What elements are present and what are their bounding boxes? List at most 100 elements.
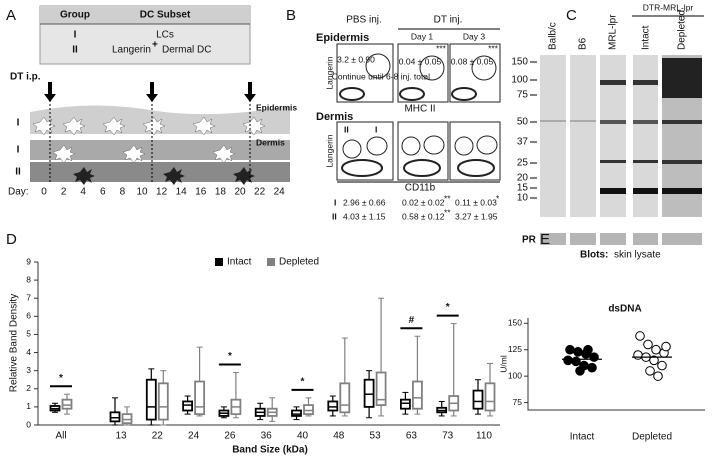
ladder-label: 25 [517, 158, 529, 169]
box [411, 380, 423, 410]
y-tick-label: 7 [26, 292, 31, 302]
group-label: DT inj. [434, 15, 463, 26]
y-tick-label: 125 [508, 344, 522, 354]
x-tick-label: 26 [224, 431, 236, 442]
day-tick: 16 [195, 187, 207, 198]
box [399, 398, 411, 410]
box [61, 398, 73, 410]
box [327, 400, 339, 412]
dot [653, 371, 663, 381]
ladder-label: 150 [511, 57, 528, 68]
table-cell: Langerin [112, 45, 151, 56]
y-tick-label: 100 [508, 370, 522, 380]
x-tick-label: 40 [297, 431, 309, 442]
x-tick-label: 48 [333, 431, 345, 442]
dot-chart: dsDNA U/ml 75 100 125 150 Intact Depleted [498, 304, 705, 443]
box [339, 382, 351, 414]
group-label: DTR-MRL-lpr [643, 2, 694, 12]
lane-label: Balb/c [548, 22, 559, 50]
ladder-label: 15 [517, 183, 529, 194]
day-tick: 14 [176, 187, 188, 198]
significance: ** [444, 193, 451, 203]
day-tick: 10 [136, 187, 148, 198]
ladder-label: 20 [517, 173, 529, 184]
panel-letter: B [286, 7, 296, 24]
axis-label: CD11b [405, 183, 436, 194]
dot [649, 355, 659, 366]
row-label: I [17, 118, 20, 129]
table-cell: LCs [156, 30, 174, 41]
day-tick: 12 [156, 187, 168, 198]
axis [37, 262, 500, 426]
stat-value: 0.02 ± 0.02 [402, 197, 445, 207]
group-label: PBS inj. [346, 15, 382, 26]
day-tick: 18 [215, 187, 227, 198]
box [363, 378, 375, 408]
significance-label: * [59, 373, 63, 384]
panel-letter: E [540, 231, 550, 248]
stat-value: 3.27 ± 1.95 [455, 211, 498, 221]
dot [563, 355, 573, 366]
axis-label: MHC II [404, 104, 435, 115]
day-tick: 24 [274, 187, 286, 198]
panel-a: A Group DC Subset I LCs II Langerin + De… [6, 5, 430, 198]
dot [633, 350, 643, 360]
legend-swatch [267, 258, 275, 266]
y-tick-label: 4 [26, 347, 31, 357]
x-tick-label: 73 [442, 431, 454, 442]
day-tick: 20 [234, 187, 246, 198]
table-header: DC Subset [140, 10, 191, 21]
ladder-label: 10 [517, 193, 529, 204]
injection-lines [49, 100, 251, 184]
y-tick-label: 9 [26, 256, 31, 266]
table-cell: II [72, 45, 78, 56]
box [484, 382, 496, 412]
box [194, 380, 206, 416]
table-header: Group [60, 10, 90, 21]
day-tick: 0 [41, 187, 47, 198]
row-name: I [334, 197, 336, 207]
x-tick-label: 24 [188, 431, 200, 442]
pr-label: PR [522, 235, 537, 246]
cells [32, 116, 266, 164]
y-axis-label: U/ml [498, 355, 508, 373]
lane-label: Depleted [677, 10, 688, 50]
stat-value: 4.03 ± 1.15 [343, 211, 386, 221]
axis-label: Langerin [324, 56, 334, 89]
legend-label: Intact [227, 257, 252, 268]
day-tick: 4 [80, 187, 86, 198]
stat-value: 0.08 ± 0.05 [451, 56, 494, 66]
stat-value: 0.58 ± 0.12 [402, 211, 445, 221]
pr-strips [540, 233, 702, 245]
axis [527, 318, 705, 411]
dermis-band-2 [30, 162, 290, 182]
y-tick-label: 8 [26, 274, 31, 284]
y-tick-label: 6 [26, 311, 31, 321]
x-tick-label: 53 [370, 431, 382, 442]
table-header-bg [40, 6, 250, 24]
dot [575, 366, 585, 376]
blot-bands [540, 58, 702, 194]
y-axis-label: Relative Band Density [9, 294, 20, 392]
day-label: Day: [8, 187, 29, 198]
gate-label: I [375, 124, 377, 134]
axis-label: Langerin [324, 134, 334, 167]
day-label: Day 1 [411, 31, 433, 41]
chart-title: dsDNA [608, 304, 641, 315]
dot [565, 344, 575, 355]
row-label: II [15, 167, 21, 178]
stat-value: 0.04 ± 0.05 [399, 56, 442, 66]
y-tick-label: 150 [508, 318, 522, 328]
gate-label: II [344, 124, 349, 134]
box-chart: 0 1 2 3 4 5 6 7 8 9 Relative Band Density Band Size… [9, 256, 500, 456]
day-tick: 22 [254, 187, 266, 198]
box [472, 389, 484, 410]
x-tick-label: 63 [406, 431, 418, 442]
day-label: Day 3 [463, 31, 485, 41]
box [145, 378, 157, 421]
lane-label: Intact [641, 25, 652, 50]
x-tick-label: 22 [152, 431, 164, 442]
day-tick: 2 [61, 187, 67, 198]
start-label: DT i.p. [10, 72, 41, 83]
